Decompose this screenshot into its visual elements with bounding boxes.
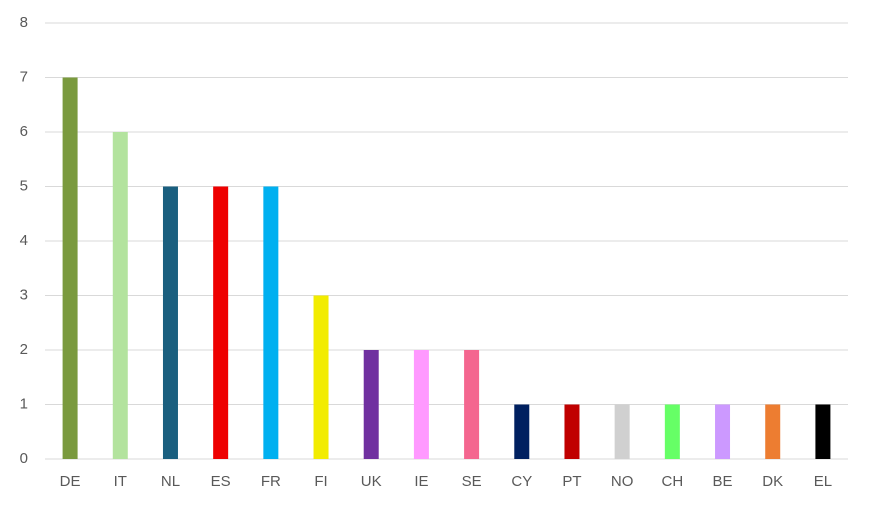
y-tick-label: 6 xyxy=(20,123,28,140)
x-tick-label: CY xyxy=(511,473,532,490)
x-tick-label: BE xyxy=(713,473,733,490)
y-tick-label: 0 xyxy=(20,450,28,467)
bar xyxy=(363,350,379,459)
x-tick-label: PT xyxy=(562,473,581,490)
bar xyxy=(313,295,329,459)
y-tick-label: 4 xyxy=(20,232,28,249)
y-tick-label: 2 xyxy=(20,341,28,358)
x-tick-label: IT xyxy=(114,473,127,490)
x-tick-label: NL xyxy=(161,473,180,490)
x-tick-label: CH xyxy=(662,473,684,490)
y-tick-label: 7 xyxy=(20,68,28,85)
y-tick-label: 1 xyxy=(20,395,28,412)
bar xyxy=(815,404,831,459)
bar xyxy=(564,404,580,459)
x-tick-label: IE xyxy=(414,473,428,490)
y-tick-label: 8 xyxy=(20,14,28,31)
bar xyxy=(464,350,480,459)
bar xyxy=(765,404,781,459)
bar xyxy=(213,186,229,459)
bar xyxy=(514,404,530,459)
bar xyxy=(162,186,178,459)
x-tick-label: SE xyxy=(462,473,482,490)
x-tick-label: EL xyxy=(814,473,832,490)
y-tick-label: 3 xyxy=(20,286,28,303)
x-tick-label: UK xyxy=(361,473,382,490)
x-tick-label: FR xyxy=(261,473,281,490)
bar xyxy=(263,186,279,459)
bar xyxy=(112,132,128,459)
bar xyxy=(664,404,680,459)
x-tick-label: ES xyxy=(211,473,231,490)
x-tick-label: DE xyxy=(60,473,81,490)
bar xyxy=(614,404,630,459)
y-tick-label: 5 xyxy=(20,177,28,194)
x-tick-label: DK xyxy=(762,473,783,490)
bar xyxy=(715,404,731,459)
x-tick-label: NO xyxy=(611,473,634,490)
bar xyxy=(413,350,429,459)
bar xyxy=(62,77,78,459)
x-tick-label: FI xyxy=(314,473,327,490)
